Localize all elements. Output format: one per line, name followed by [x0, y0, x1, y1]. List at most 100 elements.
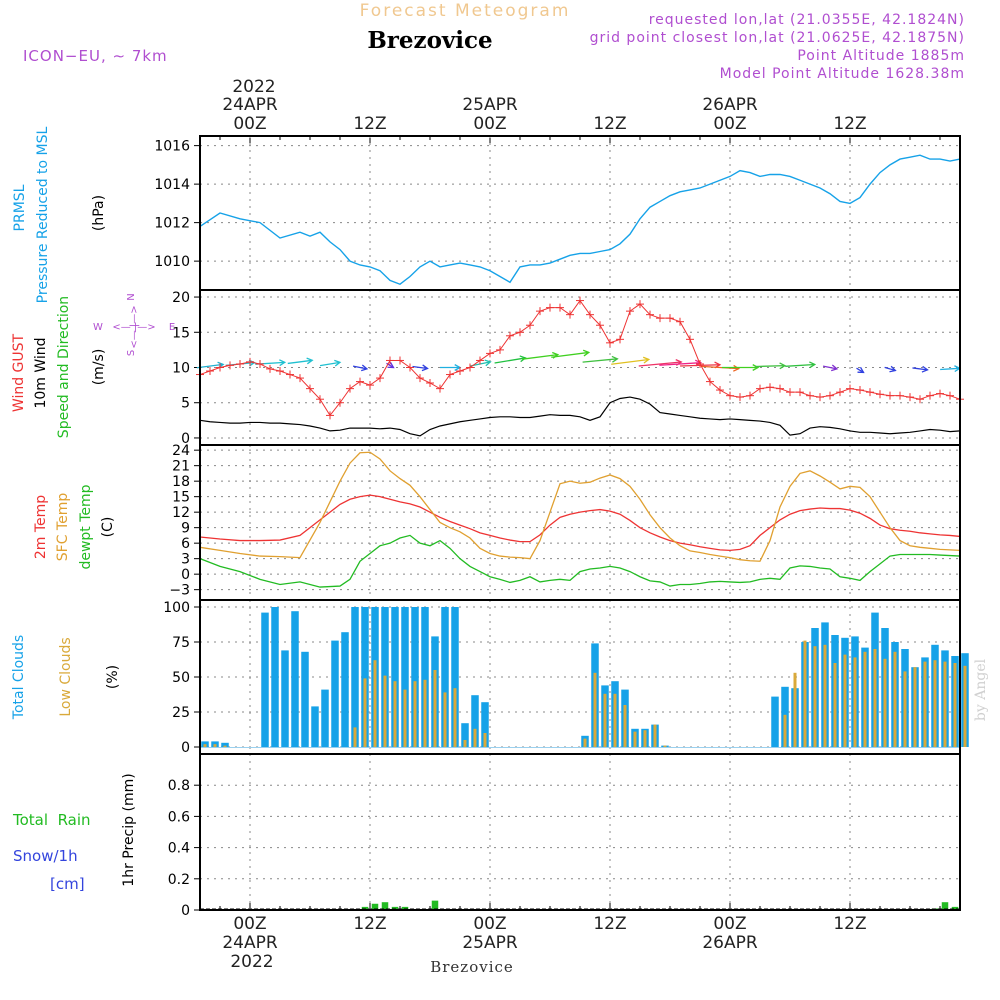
wind-arrow-head	[889, 365, 897, 373]
wind-arrow	[822, 364, 839, 372]
dewpoint-label: dewpt Temp	[78, 484, 94, 569]
low-cloud-bar	[213, 744, 217, 747]
plot-area: 101010121014101605101520−303691215182124…	[154, 135, 969, 919]
gust-marker	[816, 393, 824, 402]
y-tick-label: 24	[172, 443, 190, 459]
low-cloud-bar	[643, 730, 647, 747]
low-cloud-bar	[803, 640, 807, 747]
top-date-label: 25APR	[462, 95, 518, 115]
gust-marker	[516, 328, 524, 337]
total-cloud-bar	[321, 689, 329, 747]
top-date-label: 24APR	[222, 95, 278, 115]
gust-marker	[596, 321, 604, 330]
gust-marker	[326, 411, 334, 420]
low-cloud-bar	[583, 738, 587, 747]
clouds-unit-label: (%)	[105, 665, 121, 689]
total-cloud-bar	[291, 611, 299, 747]
wind-arrow-shaft	[582, 358, 618, 363]
gust-marker	[466, 363, 474, 372]
total-cloud-bar	[311, 706, 319, 747]
low-cloud-bar	[203, 744, 207, 747]
wind-arrow	[722, 364, 760, 371]
panel-frame	[199, 135, 961, 291]
low-cloud-bar	[593, 672, 597, 747]
wind-arrow-head	[361, 364, 369, 372]
model-label: ICON−EU, ∼ 7km	[23, 47, 168, 65]
wind-arrow-shaft	[638, 361, 682, 367]
low-cloud-bar	[363, 678, 367, 747]
low-cloud-bar	[653, 724, 657, 747]
gust-marker	[776, 384, 784, 393]
y-tick-label: 21	[172, 459, 190, 475]
y-tick-label: 15	[172, 325, 190, 341]
total-clouds-label: Total Clouds	[11, 635, 27, 720]
sfc-line	[199, 451, 961, 562]
y-tick-label: 50	[172, 670, 190, 686]
gust-marker	[806, 391, 814, 400]
wind-arrow	[940, 365, 962, 373]
y-tick-label: 6	[181, 536, 190, 552]
top-year-label: 2022	[232, 77, 275, 97]
gust-marker	[216, 363, 224, 372]
bottom-date-label: 24APR	[222, 933, 278, 953]
wind-arrow-shaft	[912, 367, 928, 371]
top-date-label: 26APR	[702, 95, 758, 115]
gust-marker	[766, 383, 774, 392]
gust-marker	[716, 386, 724, 395]
wind-arrow-head	[484, 359, 492, 367]
wind-arrow	[884, 365, 897, 373]
top-time-label: 00Z	[473, 114, 506, 134]
top-time-label: 00Z	[713, 114, 746, 134]
panel-precip: 0 0.2 0.4 0.6 0.8	[168, 754, 960, 919]
low-cloud-bar	[473, 728, 477, 747]
gust-marker	[786, 388, 794, 397]
total-cloud-bar	[221, 742, 229, 747]
wind-arrow-shaft	[494, 357, 526, 364]
y-tick-label: 0	[181, 431, 190, 447]
y-tick-label: 12	[172, 505, 190, 521]
gust-marker	[796, 388, 804, 397]
wind-arrow-head	[642, 356, 651, 364]
wind-arrow-shaft	[856, 367, 864, 373]
y-tick-label: 1014	[154, 177, 190, 193]
gust-marker	[276, 367, 284, 376]
y-tick-label: 0	[181, 740, 190, 756]
wind-arrow	[611, 356, 651, 365]
wind-arrow-head	[387, 361, 395, 369]
gust-marker	[906, 393, 914, 402]
gust-marker	[366, 381, 374, 390]
low-cloud-bar	[853, 657, 857, 747]
gust-marker	[456, 367, 464, 376]
wind-arrow	[785, 361, 817, 369]
wind-arrow-head	[857, 366, 865, 374]
low-cloud-bar	[903, 671, 907, 747]
gust-marker	[606, 338, 614, 347]
low-cloud-bar	[933, 660, 937, 747]
y-tick-label: 0.4	[168, 841, 190, 857]
t2m-line	[199, 494, 961, 552]
gust-marker	[656, 314, 664, 323]
y-tick-label: 0.2	[168, 872, 190, 888]
product-title: Forecast Meteogram	[360, 1, 571, 21]
low-cloud-bar	[893, 651, 897, 747]
low-cloud-bar	[223, 745, 227, 747]
bottom-time-label: 00Z	[713, 914, 746, 934]
point-altitude: Point Altitude 1885m	[797, 48, 965, 64]
precip-axis-label: 1hr Precip (mm)	[121, 773, 137, 886]
panel-prmsl: 1010 1012 1014 1016	[154, 136, 961, 290]
y-tick-label: 3	[181, 552, 190, 568]
wind-arrow	[582, 355, 619, 363]
rain-bar	[371, 903, 379, 910]
gust-marker	[866, 388, 874, 397]
low-cloud-bar	[963, 665, 967, 747]
low-cloud-bar	[883, 658, 887, 747]
gust-marker	[856, 386, 864, 395]
wind-arrow-shaft	[287, 359, 313, 365]
wind-arrow-head	[733, 364, 741, 372]
wind-arrow-shaft	[822, 365, 838, 370]
total-cloud-bar	[281, 650, 289, 747]
wind-arrow	[440, 364, 462, 371]
gust-marker	[256, 359, 264, 368]
prmsl-label: PRMSL	[12, 184, 28, 231]
